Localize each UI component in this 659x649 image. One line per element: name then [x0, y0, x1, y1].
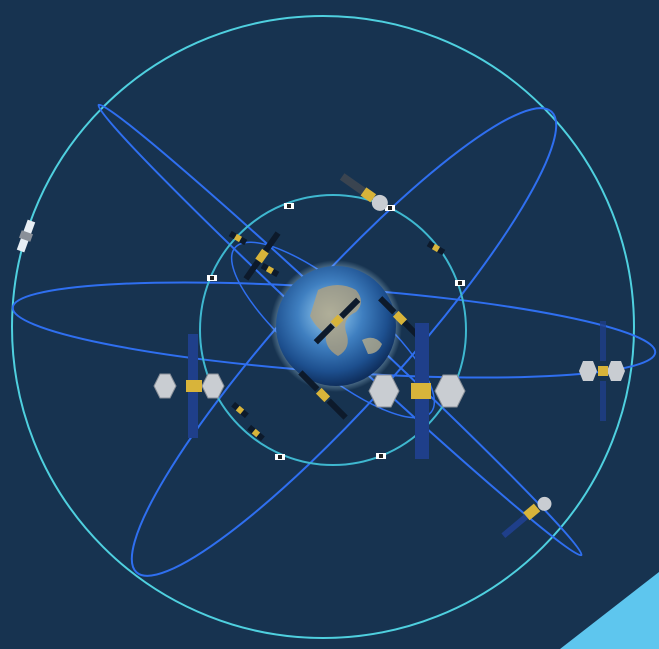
satellite-icon	[247, 424, 265, 442]
satellite-icon	[455, 280, 465, 286]
satellite-icon	[376, 453, 386, 459]
satellite-icon	[339, 173, 388, 211]
satellite-icon	[243, 231, 281, 281]
satellite-icon	[260, 262, 280, 278]
satellite-icon	[313, 297, 361, 345]
satellite-icon	[368, 323, 466, 459]
satellite-icon	[579, 321, 625, 421]
corner-accent	[560, 572, 659, 649]
satellite-icon	[275, 454, 285, 460]
satellite-icon	[16, 219, 36, 253]
satellite-icon	[501, 496, 552, 539]
inner-orbit-ring	[199, 194, 467, 466]
satellite-icon	[231, 401, 249, 419]
satellite-icon	[153, 334, 225, 438]
earth-landmass-2	[362, 337, 382, 354]
outer-orbit-ring	[11, 15, 635, 639]
satellite-icon	[207, 275, 217, 281]
satellite-icon	[284, 203, 294, 209]
satellite-icon	[298, 370, 348, 420]
